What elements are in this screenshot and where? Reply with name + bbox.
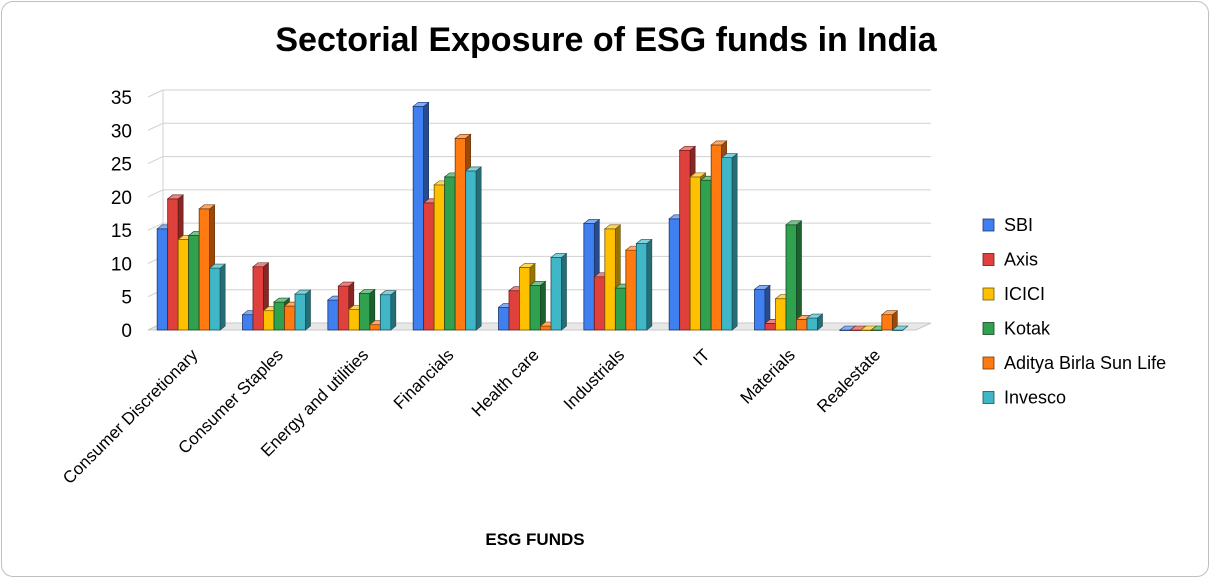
bar-invesco-7 <box>806 313 824 331</box>
y-tick-label: 25 <box>111 155 132 176</box>
bar-kotak-7 <box>785 220 803 331</box>
chart-title: Sectorial Exposure of ESG funds in India <box>275 21 937 59</box>
legend-swatch <box>982 218 995 232</box>
legend-swatch <box>982 253 995 266</box>
x-category-label: Industrials <box>560 345 628 413</box>
x-category-label: Health care <box>468 345 543 420</box>
bar-invesco-1 <box>294 289 312 331</box>
legend-label: Invesco <box>1004 388 1066 408</box>
legend-label: Axis <box>1004 250 1038 270</box>
bar-sbi-7 <box>753 284 771 331</box>
bar-kotak-2 <box>358 288 376 331</box>
gridline-side <box>147 89 164 98</box>
y-tick-label: 30 <box>111 121 132 142</box>
y-tick-label: 35 <box>111 88 132 109</box>
legend-label: SBI <box>1004 215 1033 235</box>
y-tick-label: 0 <box>121 321 132 342</box>
bar-invesco-4 <box>550 252 568 331</box>
bar-aditya-birla-sun-life-8 <box>880 310 899 331</box>
gridline-side <box>147 189 164 198</box>
x-category-label: Realestate <box>813 345 884 416</box>
bars <box>156 101 909 331</box>
x-category-label: IT <box>689 345 713 369</box>
bar-invesco-3 <box>464 166 483 331</box>
x-category-label: Materials <box>737 345 799 407</box>
legend-label: Aditya Birla Sun Life <box>1004 353 1166 373</box>
x-category-label: Financials <box>390 345 458 413</box>
legend-swatch <box>982 322 995 335</box>
legend-swatch <box>982 287 995 301</box>
legend-label: Kotak <box>1004 319 1051 339</box>
x-category-label: Consumer Discretionary <box>59 345 202 488</box>
y-tick-label: 20 <box>111 188 132 209</box>
bar-invesco-5 <box>635 238 653 331</box>
y-tick-label: 15 <box>111 221 132 242</box>
x-axis-label: ESG FUNDS <box>485 530 584 549</box>
legend: SBI Axis ICICI Kotak Aditya Birla Sun Life In… <box>982 215 1166 408</box>
bar-invesco-2 <box>379 290 397 331</box>
legend-swatch <box>982 356 995 370</box>
legend-label: ICICI <box>1004 284 1045 304</box>
y-axis-ticks: 0 5 10 15 20 25 30 35 <box>111 88 132 342</box>
legend-swatch <box>982 391 995 404</box>
bar-invesco-8 <box>891 325 909 331</box>
y-tick-label: 5 <box>121 288 132 309</box>
y-tick-label: 10 <box>111 254 132 275</box>
gridline-side <box>147 156 164 165</box>
bar-invesco-0 <box>208 263 227 331</box>
gridline-side <box>147 122 164 131</box>
bar-kotak-4 <box>529 280 547 331</box>
gridline-side <box>147 222 164 231</box>
bar-invesco-6 <box>720 152 739 331</box>
